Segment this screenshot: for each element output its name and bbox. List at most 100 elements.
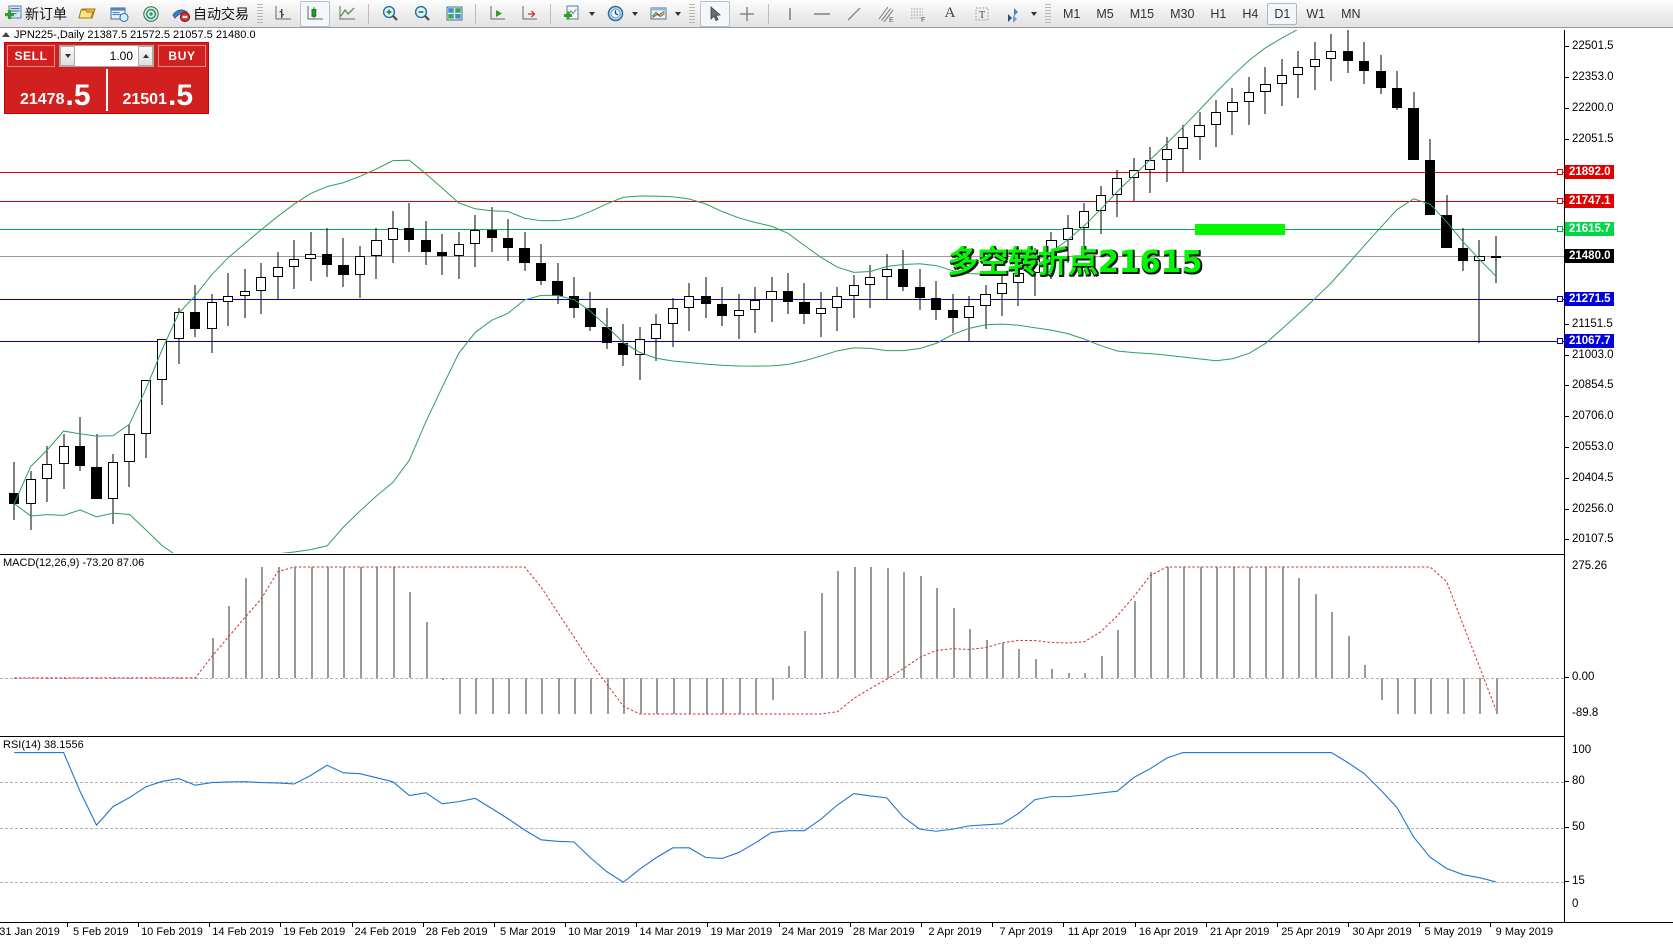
- buy-price[interactable]: 21501 .5: [108, 69, 209, 111]
- macd-histogram-bar: [804, 630, 807, 678]
- toolbar-grip-3[interactable]: [1045, 3, 1051, 24]
- text-label-tool-button[interactable]: T: [967, 1, 997, 27]
- macd-pane-canvas[interactable]: [0, 555, 1564, 736]
- chart-stage[interactable]: 多空转折点21615 MACD(12,26,9) -73.20 87.06 RS…: [0, 30, 1673, 949]
- trade-panel-prices[interactable]: 21478 .5 21501 .5: [5, 69, 208, 111]
- time-axis-label: 5 Mar 2019: [500, 926, 556, 938]
- bar-chart-button[interactable]: [268, 1, 298, 27]
- price-scale-label: 22051.5: [1572, 132, 1614, 145]
- time-axis[interactable]: 31 Jan 2019 5 Feb 2019 10 Feb 2019 14 Feb 2…: [0, 922, 1673, 949]
- main-toolbar[interactable]: 新订单 自动交易: [0, 0, 1673, 30]
- volume-input[interactable]: 1.00: [109, 49, 133, 63]
- level-line-last-price[interactable]: [0, 256, 1564, 258]
- tile-windows-button[interactable]: [439, 1, 469, 27]
- cursor-tool-button[interactable]: [700, 0, 730, 27]
- cursor-arrow-icon: [710, 5, 721, 21]
- level-line-resistance[interactable]: [0, 201, 1564, 203]
- line-chart-button[interactable]: [332, 1, 362, 27]
- terminal-button[interactable]: [104, 1, 134, 27]
- zoom-out-button[interactable]: [407, 1, 437, 27]
- timeframe-h4[interactable]: H4: [1242, 6, 1259, 21]
- templates-dropdown-caret[interactable]: [675, 11, 681, 16]
- timeframe-h1[interactable]: H1: [1210, 6, 1227, 21]
- indicators-dropdown-caret[interactable]: [589, 11, 595, 16]
- horizontal-line-tool-button[interactable]: [807, 1, 837, 27]
- signals-button[interactable]: [136, 1, 166, 27]
- timeframe-d1[interactable]: D1: [1267, 2, 1298, 25]
- trade-panel-controls[interactable]: SELL 1.00 BUY: [5, 43, 208, 69]
- vertical-line-tool-button[interactable]: [775, 1, 805, 27]
- price-pane-canvas[interactable]: [0, 30, 1564, 553]
- macd-histogram-bar: [425, 621, 428, 678]
- price-pane[interactable]: 多空转折点21615: [0, 30, 1564, 553]
- toolbar-grip-2[interactable]: [689, 3, 695, 24]
- level-line-anchor[interactable]: [1557, 198, 1563, 205]
- level-line-anchor[interactable]: [1557, 296, 1563, 303]
- level-line-anchor[interactable]: [1557, 338, 1563, 345]
- price-tag-support[interactable]: 21271.5: [1565, 292, 1614, 307]
- fibonacci-tool-button[interactable]: F: [903, 1, 933, 27]
- timeframe-m30[interactable]: M30: [1170, 6, 1195, 21]
- level-line-anchor[interactable]: [1557, 168, 1563, 175]
- candlestick: [420, 221, 431, 265]
- candle-body: [1424, 159, 1436, 216]
- chart-shift-button[interactable]: [514, 1, 544, 27]
- toolbar-grip[interactable]: [257, 3, 263, 24]
- timeframe-m5[interactable]: M5: [1096, 6, 1114, 21]
- price-tag-resistance[interactable]: 21747.1: [1565, 194, 1614, 209]
- period-dropdown-caret[interactable]: [632, 11, 638, 16]
- price-tag-pivot[interactable]: 21615.7: [1565, 221, 1614, 236]
- volume-stepper[interactable]: 1.00: [59, 45, 154, 67]
- buy-button[interactable]: BUY: [158, 45, 206, 67]
- macd-pane[interactable]: MACD(12,26,9) -73.20 87.06: [0, 554, 1564, 736]
- candle-body: [239, 291, 250, 296]
- crosshair-tool-button[interactable]: [732, 1, 762, 27]
- templates-button[interactable]: [643, 1, 673, 27]
- text-tool-button[interactable]: A: [935, 1, 965, 27]
- sell-price[interactable]: 21478 .5: [5, 69, 108, 111]
- arrows-dropdown-caret[interactable]: [1031, 11, 1037, 16]
- sell-button[interactable]: SELL: [7, 45, 55, 67]
- level-line-resistance[interactable]: [0, 171, 1564, 173]
- timeframe-group[interactable]: M1 M5 M15 M30 H1 H4 D1 W1 MN: [1055, 2, 1369, 25]
- arrows-tool-button[interactable]: [999, 1, 1029, 27]
- rsi-pane[interactable]: RSI(14) 38.1556: [0, 736, 1564, 923]
- rsi-pane-canvas[interactable]: [0, 737, 1564, 923]
- price-scale[interactable]: 22501.5 22353.0 22200.0 22051.5 21151.5 21003…: [1564, 30, 1673, 922]
- candlestick: [963, 295, 975, 341]
- buy-price-integer: 21501: [122, 91, 167, 108]
- candle-body: [74, 445, 86, 467]
- timeframe-mn[interactable]: MN: [1341, 6, 1361, 21]
- candle-wick: [1495, 235, 1497, 284]
- timeframe-m15[interactable]: M15: [1129, 6, 1155, 21]
- price-tag-resistance[interactable]: 21892.0: [1565, 164, 1614, 179]
- period-button[interactable]: [600, 1, 630, 27]
- time-axis-tick: [137, 923, 139, 927]
- indicators-button[interactable]: [557, 1, 587, 27]
- time-axis-label: 14 Feb 2019: [212, 926, 275, 938]
- price-tag-support[interactable]: 21067.7: [1565, 334, 1614, 349]
- timeframe-m1[interactable]: M1: [1063, 6, 1081, 21]
- auto-scroll-button[interactable]: [482, 1, 512, 27]
- new-order-button[interactable]: 新订单: [1, 1, 70, 27]
- macd-histogram-bar: [903, 572, 906, 678]
- price-tag-last-price[interactable]: 21480.0: [1565, 249, 1614, 264]
- candle-wick: [342, 237, 344, 288]
- macd-histogram-bar: [1216, 567, 1219, 678]
- level-line-anchor[interactable]: [1557, 225, 1563, 232]
- volume-increase-button[interactable]: [138, 46, 153, 66]
- equidistant-channel-button[interactable]: E: [871, 1, 901, 27]
- level-line-support[interactable]: [0, 341, 1564, 343]
- trendline-tool-button[interactable]: [839, 1, 869, 27]
- candlestick: [1276, 58, 1287, 107]
- expert-advisor-button[interactable]: [72, 1, 102, 27]
- timeframe-w1[interactable]: W1: [1306, 6, 1326, 21]
- level-line-pivot[interactable]: [0, 228, 1564, 230]
- candlestick-chart-button[interactable]: [300, 0, 330, 27]
- one-click-trading-panel[interactable]: SELL 1.00 BUY 21478 .5 21501 .5: [4, 42, 209, 114]
- macd-histogram-bar: [1397, 677, 1400, 714]
- autotrade-button[interactable]: 自动交易: [168, 1, 252, 27]
- zoom-in-button[interactable]: [375, 1, 405, 27]
- volume-decrease-button[interactable]: [60, 46, 75, 66]
- price-scale-label: 22501.5: [1572, 40, 1614, 53]
